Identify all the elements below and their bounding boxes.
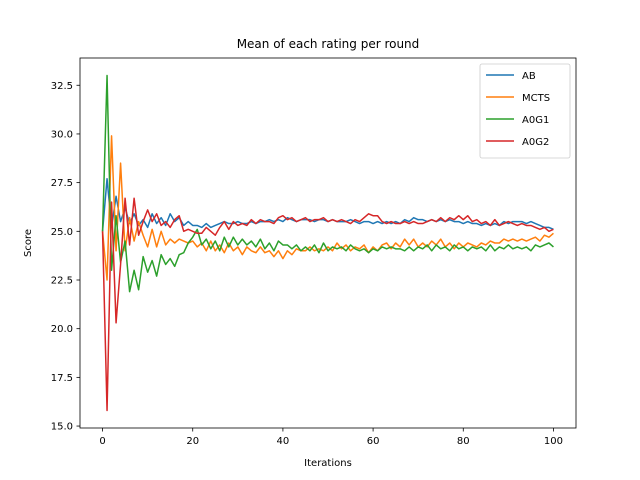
y-axis: 15.0 17.5 20.0 22.5 25.0 27.5 30.0 32.5 bbox=[51, 81, 80, 433]
legend-label-mcts: MCTS bbox=[522, 93, 550, 104]
chart-title: Mean of each rating per round bbox=[237, 37, 420, 51]
y-tick-label: 22.5 bbox=[51, 276, 73, 287]
legend-label-ab: AB bbox=[522, 71, 536, 82]
series-line-a0g1 bbox=[101, 74, 554, 293]
y-tick-label: 27.5 bbox=[51, 178, 73, 189]
series-line-a0g2 bbox=[101, 197, 554, 412]
x-tick-label: 20 bbox=[186, 436, 199, 447]
series-line-mcts bbox=[101, 135, 554, 281]
y-tick-label: 15.0 bbox=[51, 422, 73, 433]
x-tick-label: 0 bbox=[99, 436, 105, 447]
plot-lines bbox=[101, 74, 554, 412]
legend-label-a0g2: A0G2 bbox=[522, 137, 549, 148]
series-line-ab bbox=[101, 177, 554, 232]
y-tick-label: 30.0 bbox=[51, 129, 73, 140]
y-axis-label: Score bbox=[23, 229, 34, 257]
legend-label-a0g1: A0G1 bbox=[522, 115, 549, 126]
y-tick-label: 32.5 bbox=[51, 81, 73, 92]
plot-frame bbox=[79, 57, 577, 429]
legend: AB MCTS A0G1 A0G2 bbox=[479, 63, 571, 159]
y-tick-label: 25.0 bbox=[51, 227, 73, 238]
y-tick-label: 20.0 bbox=[51, 324, 73, 335]
x-tick-label: 60 bbox=[367, 436, 380, 447]
x-axis-label: Iterations bbox=[304, 458, 352, 469]
x-axis: 0 20 40 60 80 100 bbox=[99, 428, 563, 447]
x-tick-label: 100 bbox=[544, 436, 563, 447]
legend-box bbox=[479, 63, 571, 159]
x-tick-label: 40 bbox=[277, 436, 290, 447]
y-tick-label: 17.5 bbox=[51, 373, 73, 384]
x-tick-label: 80 bbox=[457, 436, 470, 447]
